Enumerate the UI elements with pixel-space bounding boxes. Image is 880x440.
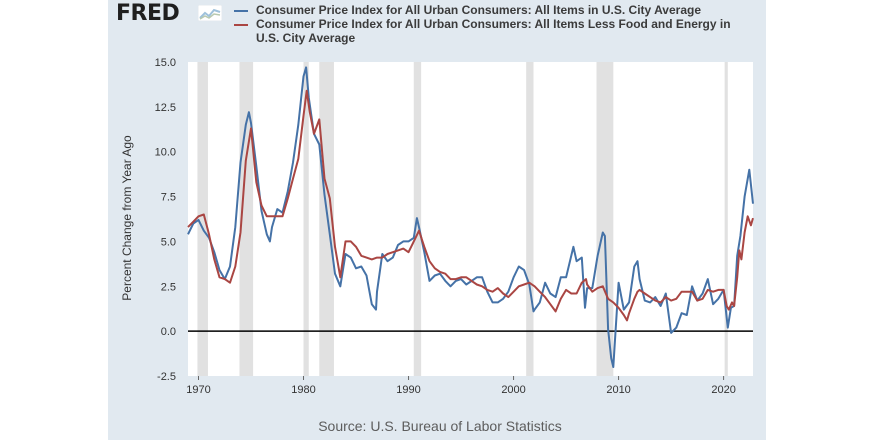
y-tick-label: 7.5: [161, 192, 176, 204]
x-tick-label: 2020: [711, 384, 735, 396]
legend-item-core[interactable]: Consumer Price Index for All Urban Consu…: [234, 17, 756, 45]
recession-band: [197, 62, 208, 376]
series-line-all-items[interactable]: [187, 66, 754, 368]
y-tick-label: 5.0: [161, 236, 176, 248]
recession-band: [526, 62, 534, 376]
x-tick-label: 2010: [606, 384, 630, 396]
recession-band: [303, 62, 309, 376]
x-tick-label: 1970: [186, 384, 210, 396]
x-tick-label: 2000: [501, 384, 525, 396]
x-axis: 1970 1980 1990 2000 2010 2020: [186, 376, 736, 396]
series-group: [187, 66, 754, 368]
legend-label: Consumer Price Index for All Urban Consu…: [256, 17, 731, 45]
legend-swatch: [234, 24, 248, 26]
y-tick-label: 15.0: [155, 57, 176, 69]
y-tick-label: 0.0: [161, 326, 176, 338]
y-tick-label: -2.5: [157, 371, 176, 383]
line-graph-icon: [198, 5, 222, 21]
recession-band: [596, 62, 614, 376]
recession-shading: [197, 62, 728, 376]
y-axis-label: Percent Change from Year Ago: [120, 135, 134, 301]
recession-band: [319, 62, 334, 376]
y-axis: -2.5 0.0 2.5 5.0 7.5 10.0 12.5 15.0: [155, 57, 176, 383]
recession-band: [724, 62, 728, 376]
x-tick-label: 1980: [291, 384, 315, 396]
series-line-core[interactable]: [187, 89, 754, 322]
fred-logo[interactable]: FRED: [116, 1, 180, 26]
legend-label: Consumer Price Index for All Urban Consu…: [256, 3, 701, 17]
y-tick-label: 10.0: [155, 147, 176, 159]
legend-item-all-items[interactable]: Consumer Price Index for All Urban Consu…: [234, 3, 756, 17]
y-tick-label: 2.5: [161, 281, 176, 293]
source-note: Source: U.S. Bureau of Labor Statistics: [318, 418, 562, 434]
y-tick-label: 12.5: [155, 102, 176, 114]
legend-swatch: [234, 10, 248, 12]
x-tick-label: 1990: [396, 384, 420, 396]
plot-area: [188, 62, 753, 376]
